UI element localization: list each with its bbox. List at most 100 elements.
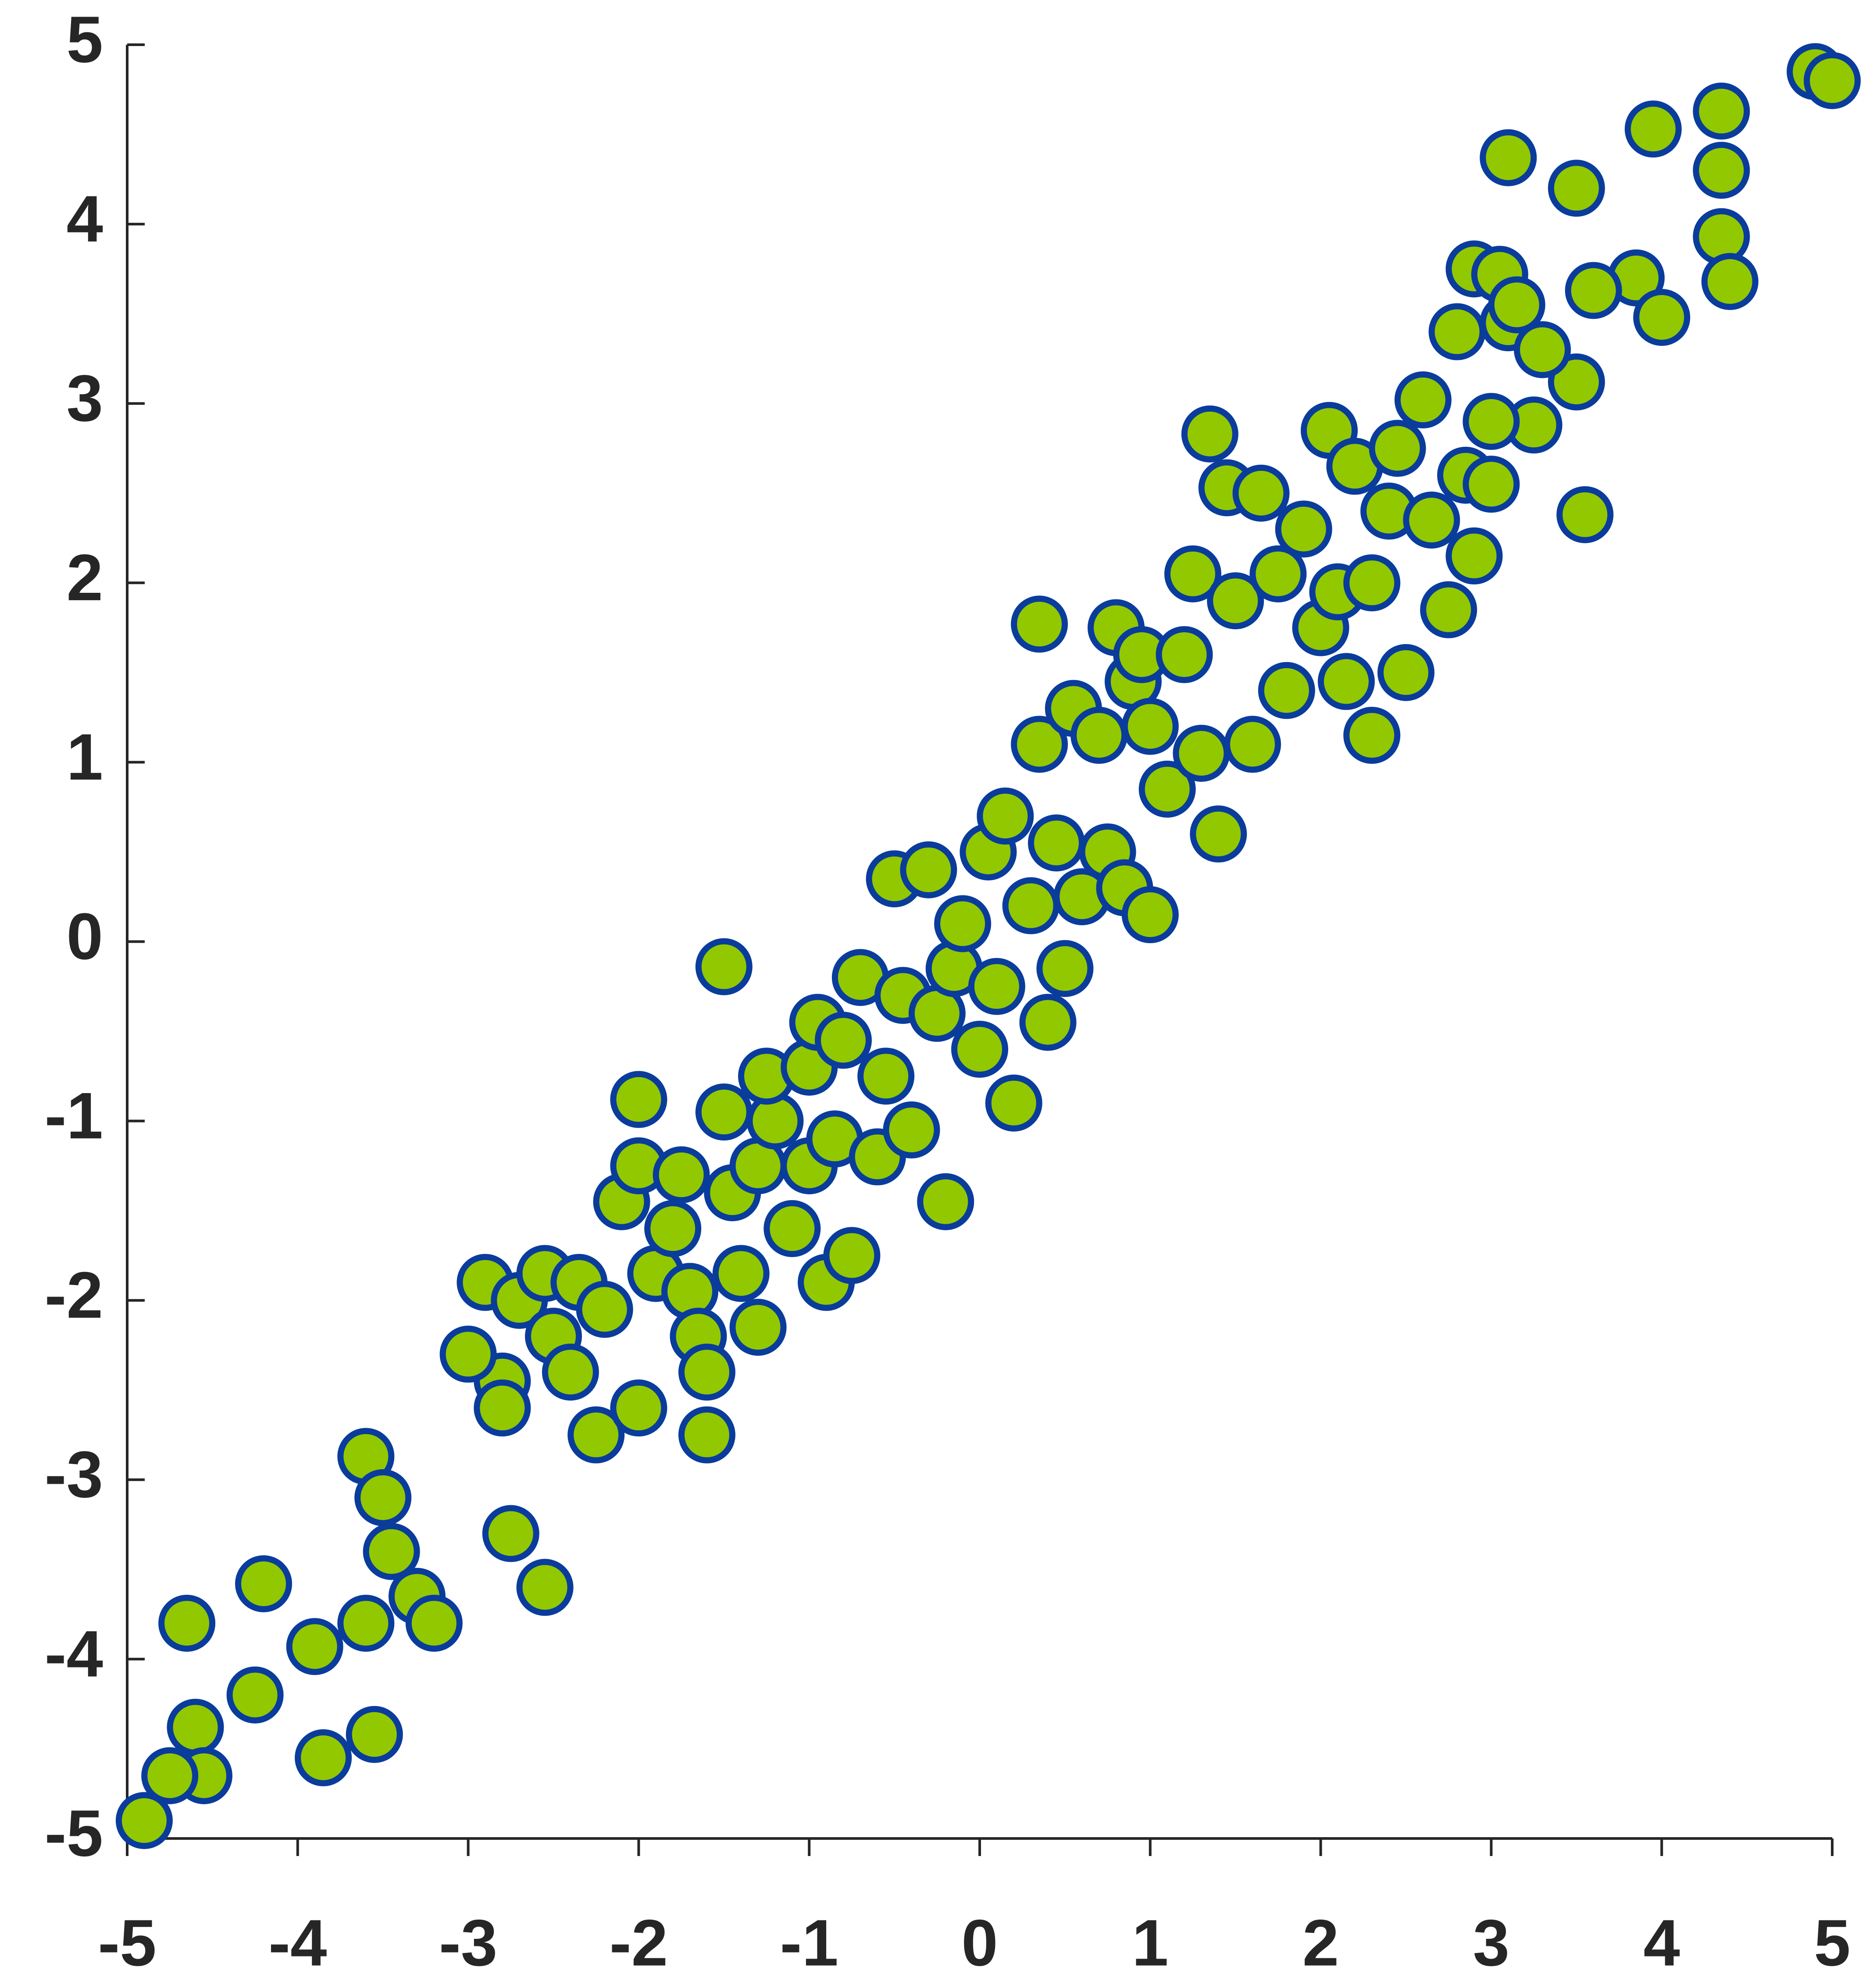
point — [814, 1012, 872, 1069]
point — [1514, 321, 1571, 378]
point — [567, 1406, 625, 1464]
point — [115, 1792, 173, 1849]
point — [158, 1595, 216, 1652]
point — [1693, 82, 1750, 140]
point — [678, 1343, 735, 1401]
point — [1420, 581, 1477, 638]
point — [653, 1146, 710, 1204]
point — [1394, 371, 1452, 429]
point — [1275, 500, 1332, 558]
point — [226, 1666, 284, 1724]
point — [1121, 886, 1179, 944]
point — [1027, 814, 1085, 872]
y-tick-label: -2 — [45, 1258, 103, 1332]
point — [1002, 877, 1060, 934]
point — [286, 1618, 343, 1675]
point — [474, 1379, 531, 1437]
point — [678, 1406, 735, 1464]
point — [1011, 595, 1068, 653]
point — [363, 1523, 420, 1580]
point — [295, 1729, 352, 1786]
point — [1258, 662, 1315, 719]
point — [900, 841, 957, 898]
point — [235, 1555, 293, 1613]
point — [354, 1469, 412, 1526]
point — [1232, 464, 1290, 522]
point — [985, 1074, 1042, 1132]
y-tick-label: 3 — [67, 361, 103, 435]
point — [1343, 707, 1401, 764]
point — [695, 938, 753, 995]
point — [1317, 653, 1375, 710]
point — [1463, 456, 1520, 513]
point — [1019, 994, 1077, 1051]
point — [516, 1559, 574, 1616]
point — [695, 1083, 753, 1141]
point — [1480, 129, 1537, 186]
point — [482, 1505, 539, 1562]
x-tick-label: 5 — [1814, 1906, 1850, 1980]
point — [610, 1379, 667, 1437]
point — [405, 1595, 463, 1652]
point — [1070, 707, 1128, 764]
point — [439, 1325, 497, 1383]
x-tick-label: 1 — [1132, 1906, 1168, 1980]
x-tick-label: -1 — [780, 1906, 838, 1980]
x-tick-label: 3 — [1473, 1906, 1509, 1980]
point — [1156, 626, 1213, 683]
point — [167, 1699, 224, 1756]
x-tick-label: -4 — [268, 1906, 327, 1980]
point — [883, 1101, 940, 1159]
x-tick-label: 4 — [1643, 1906, 1680, 1980]
point — [1633, 289, 1691, 346]
point — [576, 1281, 633, 1338]
point — [1121, 698, 1179, 755]
point — [1624, 100, 1682, 158]
point — [977, 787, 1034, 845]
point — [346, 1706, 403, 1763]
point — [1445, 527, 1503, 584]
point — [951, 1020, 1008, 1078]
y-tick-label: 5 — [67, 3, 103, 76]
x-tick-label: 2 — [1302, 1906, 1339, 1980]
x-tick-label: -2 — [610, 1906, 668, 1980]
point — [1488, 276, 1545, 334]
point — [1207, 572, 1264, 630]
point — [1565, 262, 1622, 319]
point — [712, 1245, 770, 1302]
point — [337, 1595, 395, 1652]
point — [1190, 805, 1247, 863]
point — [1173, 724, 1230, 782]
point — [1428, 303, 1486, 360]
point — [644, 1200, 702, 1258]
point — [1164, 545, 1221, 602]
point — [1343, 554, 1401, 612]
point — [1701, 253, 1759, 310]
point — [542, 1343, 599, 1401]
point — [1377, 644, 1434, 701]
point — [1011, 716, 1068, 773]
point — [141, 1747, 199, 1804]
y-tick-label: -3 — [45, 1437, 103, 1511]
point — [917, 1173, 974, 1230]
point — [610, 1071, 667, 1128]
x-tick-label: 0 — [961, 1906, 998, 1980]
point — [763, 1200, 821, 1258]
point — [1224, 716, 1281, 773]
point — [1181, 405, 1238, 463]
point — [1138, 760, 1196, 818]
x-tick-label: -3 — [439, 1906, 497, 1980]
point — [1249, 545, 1307, 602]
point — [1804, 52, 1861, 109]
point — [1036, 940, 1094, 997]
point — [823, 1227, 881, 1284]
point — [1548, 353, 1605, 411]
y-tick-label: -5 — [45, 1796, 103, 1870]
x-tick-label: -5 — [98, 1906, 156, 1980]
point — [1556, 486, 1614, 543]
point — [1403, 492, 1460, 549]
point — [1548, 160, 1605, 217]
y-tick-label: 0 — [67, 899, 103, 973]
y-tick-label: -4 — [45, 1617, 103, 1691]
